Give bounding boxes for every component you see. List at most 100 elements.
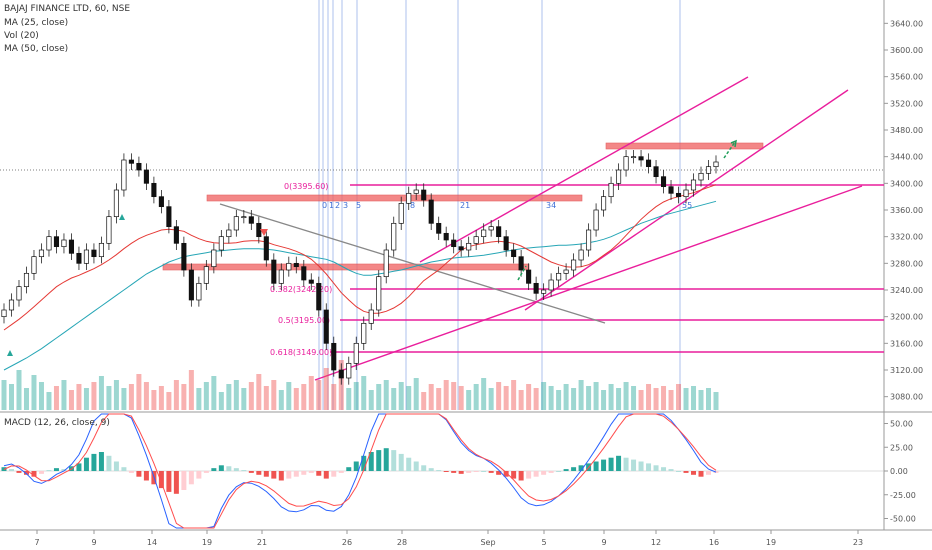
candle-body	[556, 272, 562, 281]
volume-bar	[443, 380, 449, 410]
candle-body	[660, 176, 667, 188]
price-tick-label: 3640.00	[890, 19, 923, 28]
candle-body	[158, 196, 164, 208]
ma50-legend[interactable]: MA (50, close)	[4, 44, 69, 54]
volume-bar	[391, 388, 397, 410]
date-tick-label: 7	[34, 538, 39, 547]
candle-body	[353, 342, 359, 364]
price-tick-label: 3160.00	[890, 339, 923, 348]
macd-tick-label: -50.00	[890, 515, 916, 524]
macd-histogram-bar	[563, 469, 569, 471]
volume-bar	[76, 384, 82, 410]
ma50-line	[3, 200, 717, 371]
candle-body	[458, 246, 464, 251]
macd-histogram-bar	[601, 459, 607, 471]
price-tick-label: 3280.00	[890, 259, 923, 268]
volume-bar	[698, 390, 704, 410]
candle-body	[541, 289, 547, 294]
symbol-title[interactable]: BAJAJ FINANCE LTD, 60, NSE	[4, 4, 131, 14]
candle-body	[645, 159, 652, 168]
candle-body	[31, 256, 37, 274]
volume-bar	[31, 375, 37, 410]
macd-histogram-bar	[511, 471, 517, 479]
candle-body	[241, 216, 247, 219]
candle-body	[68, 239, 75, 254]
candle-body	[293, 262, 299, 268]
macd-histogram-bar	[196, 471, 202, 479]
macd-histogram-bar	[653, 465, 659, 471]
macd-histogram-bar	[8, 469, 14, 471]
volume-bar	[608, 384, 614, 410]
macd-histogram-bar	[188, 471, 194, 485]
volume-bar	[338, 360, 344, 410]
macd-histogram-bar	[473, 471, 479, 472]
volume-bar	[271, 380, 277, 410]
volume-bar	[331, 384, 337, 410]
volume-bar	[346, 388, 352, 410]
candle-body	[23, 272, 30, 288]
buy-signal-marker	[119, 214, 125, 220]
ma25-legend[interactable]: MA (25, close)	[4, 18, 69, 28]
volume-bar	[323, 368, 329, 410]
cycle-label: 2	[335, 201, 340, 210]
macd-histogram-bar	[616, 455, 622, 471]
volume-bar	[211, 376, 217, 410]
volume-bar	[661, 386, 667, 410]
candle-body	[278, 269, 284, 284]
candle-body	[8, 299, 15, 311]
volume-bar	[263, 386, 269, 410]
macd-histogram-bar	[421, 465, 427, 471]
candle-body	[698, 172, 704, 181]
macd-histogram-bar	[533, 471, 539, 477]
candle-body	[136, 162, 142, 171]
candle-body	[233, 216, 239, 231]
candle-body	[121, 159, 127, 191]
candle-body	[668, 186, 674, 194]
macd-legend[interactable]: MACD (12, 26, close, 9)	[4, 418, 110, 428]
macd-histogram-bar	[661, 467, 667, 471]
macd-tick-label: 0.00	[890, 467, 908, 476]
volume-bar	[383, 380, 389, 410]
macd-histogram-bar	[16, 471, 22, 473]
grey-trendline	[219, 203, 606, 324]
candle-body	[286, 262, 292, 271]
volume-bar	[248, 382, 254, 410]
volume-bar	[691, 386, 697, 410]
cycle-label: 1	[329, 201, 334, 210]
candle-body	[143, 169, 149, 184]
resistance-zone	[162, 263, 530, 271]
price-tick-label: 3240.00	[890, 286, 923, 295]
macd-histogram-bar	[128, 471, 134, 473]
volume-bar	[428, 384, 434, 410]
candle-body	[248, 216, 254, 224]
candle-body	[713, 161, 719, 168]
candle-body	[211, 249, 217, 268]
macd-histogram-bar	[458, 471, 464, 474]
price-tick-label: 3480.00	[890, 126, 923, 135]
candle-body	[466, 242, 472, 251]
volume-legend[interactable]: Vol (20)	[4, 31, 39, 41]
fib-label: 0(3395.60)	[284, 182, 328, 191]
candle-body	[151, 182, 157, 198]
date-tick-label: 16	[709, 538, 719, 547]
volume-bar	[601, 390, 607, 410]
volume-bar	[496, 382, 502, 410]
candle-body	[91, 249, 97, 258]
macd-histogram-bar	[691, 471, 697, 475]
macd-tick-label: 50.00	[890, 420, 913, 429]
price-tick-label: 3440.00	[890, 153, 923, 162]
volume-bar	[256, 374, 262, 410]
resistance-zone	[605, 142, 764, 150]
macd-histogram-bar	[646, 463, 652, 471]
volume-bar	[151, 390, 157, 410]
macd-histogram-bar	[263, 471, 269, 477]
volume-bar	[8, 384, 14, 410]
macd-histogram-bar	[203, 471, 209, 473]
candle-body	[256, 222, 262, 238]
volume-bar	[646, 384, 652, 410]
macd-histogram-bar	[698, 471, 704, 477]
macd-histogram-bar	[571, 467, 577, 471]
candle-body	[608, 182, 614, 198]
macd-histogram-bar	[106, 455, 112, 471]
